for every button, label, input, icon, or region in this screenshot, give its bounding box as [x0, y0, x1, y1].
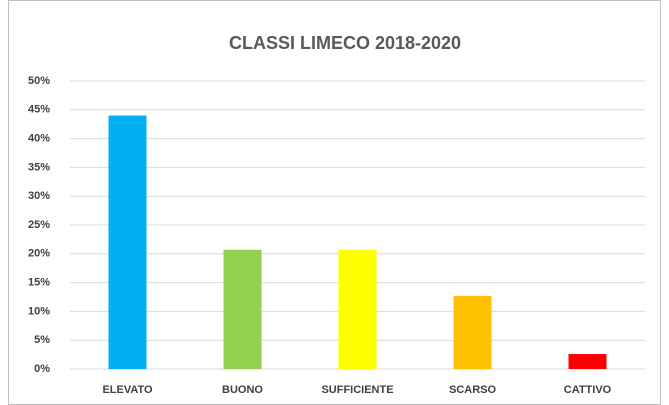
x-tick-label: BUONO	[222, 384, 263, 396]
y-tick-label: 40%	[28, 133, 50, 145]
y-tick-label: 20%	[28, 248, 50, 260]
chart-frame	[8, 0, 661, 405]
bar	[108, 115, 147, 369]
bar	[453, 295, 492, 369]
bar	[338, 249, 377, 369]
y-tick-label: 25%	[28, 219, 50, 231]
y-tick-label: 50%	[28, 75, 50, 87]
bar	[223, 249, 262, 369]
x-tick-label: SUFFICIENTE	[321, 384, 393, 396]
y-tick-label: 15%	[28, 277, 50, 289]
y-tick-label: 35%	[28, 161, 50, 173]
x-tick-label: CATTIVO	[564, 384, 612, 396]
y-tick-label: 0%	[34, 363, 50, 375]
y-tick-label: 10%	[28, 305, 50, 317]
x-tick-label: SCARSO	[449, 384, 497, 396]
y-tick-label: 45%	[28, 104, 50, 116]
chart-title: CLASSI LIMECO 2018-2020	[229, 33, 461, 53]
y-tick-label: 30%	[28, 190, 50, 202]
x-tick-label: ELEVATO	[102, 384, 153, 396]
bar	[568, 354, 607, 369]
y-tick-label: 5%	[34, 334, 50, 346]
